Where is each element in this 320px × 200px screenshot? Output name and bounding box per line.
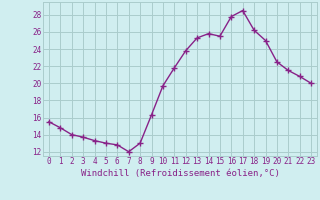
X-axis label: Windchill (Refroidissement éolien,°C): Windchill (Refroidissement éolien,°C) xyxy=(81,169,279,178)
